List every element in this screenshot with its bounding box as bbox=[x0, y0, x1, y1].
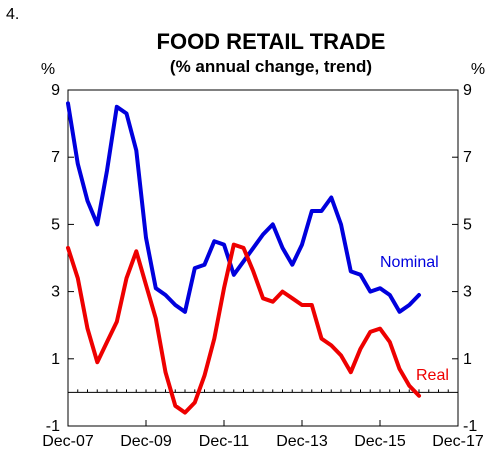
y-tick-label-right: 9 bbox=[463, 82, 472, 99]
right-axis-ticks: -1 1 3 5 7 9 bbox=[452, 82, 477, 435]
y-tick-label-right: 1 bbox=[463, 351, 472, 368]
y-tick-label-left: 3 bbox=[51, 284, 60, 301]
series-line-nominal bbox=[66, 101, 421, 314]
y-tick-label-right: 3 bbox=[463, 284, 472, 301]
y-tick-label-right: 5 bbox=[463, 216, 472, 233]
y-tick-label-left: 5 bbox=[51, 216, 60, 233]
x-tick-label: Dec-17 bbox=[432, 433, 484, 450]
x-tick-label: Dec-13 bbox=[276, 433, 328, 450]
figure-number: 4. bbox=[6, 6, 20, 23]
y-tick-label-left: -1 bbox=[46, 418, 60, 435]
x-tick-label: Dec-11 bbox=[199, 433, 249, 450]
plot-frame bbox=[67, 89, 459, 427]
y-tick-label-left: 9 bbox=[51, 82, 60, 99]
chart-subtitle: (% annual change, trend) bbox=[170, 57, 372, 76]
right-unit-label: % bbox=[471, 61, 485, 78]
series-label-real: Real bbox=[416, 367, 449, 384]
left-axis-ticks: -1 1 3 5 7 9 bbox=[46, 82, 74, 435]
zero-line-minor-ticks bbox=[67, 389, 459, 393]
y-tick-label-left: 7 bbox=[51, 149, 60, 166]
y-tick-label-left: 1 bbox=[51, 351, 60, 368]
x-tick-label: Dec-07 bbox=[42, 433, 94, 450]
left-unit-label: % bbox=[41, 61, 55, 78]
x-axis-ticks: Dec-07 Dec-09 Dec-11 Dec-13 Dec-15 Dec-17 bbox=[42, 420, 484, 450]
y-tick-label-right: 7 bbox=[463, 149, 472, 166]
y-tick-label-right: -1 bbox=[463, 418, 477, 435]
series-label-nominal: Nominal bbox=[380, 254, 439, 271]
series-line-real bbox=[66, 242, 421, 415]
chart-title: FOOD RETAIL TRADE bbox=[157, 29, 386, 54]
x-tick-label: Dec-09 bbox=[120, 433, 172, 450]
x-tick-label: Dec-15 bbox=[354, 433, 406, 450]
